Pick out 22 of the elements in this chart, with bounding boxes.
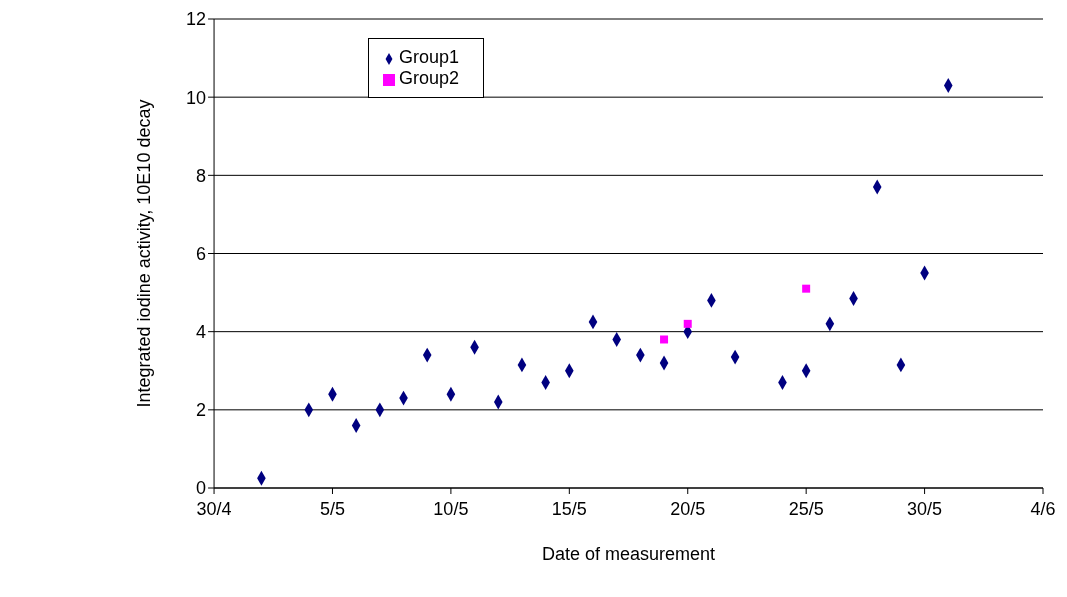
x-tick-label: 30/5 — [907, 498, 943, 519]
point — [660, 335, 669, 344]
y-axis-title: Integrated iodine activity, 10E10 decay — [134, 99, 155, 408]
y-tick-label: 12 — [186, 9, 207, 30]
x-axis-title: Date of measurement — [541, 544, 716, 564]
y-tick-label: 0 — [196, 478, 207, 499]
point — [683, 319, 692, 328]
y-tick-label: 4 — [196, 322, 207, 343]
x-tick-label: 25/5 — [788, 498, 824, 519]
y-tick-label: 6 — [196, 243, 207, 264]
x-tick-label: 10/5 — [433, 498, 469, 519]
legend-label: Group2 — [399, 68, 460, 88]
y-tick-label: 8 — [196, 165, 207, 186]
x-tick-label: 20/5 — [670, 498, 706, 519]
y-tick-label: 10 — [186, 87, 207, 108]
x-tick-label: 15/5 — [551, 498, 587, 519]
y-tick-label: 2 — [196, 400, 207, 421]
x-tick-label: 30/4 — [196, 498, 232, 519]
point — [802, 284, 811, 293]
x-tick-label: 5/5 — [319, 498, 345, 519]
x-tick-label: 4/6 — [1030, 498, 1056, 519]
legend-label: Group1 — [399, 47, 460, 67]
